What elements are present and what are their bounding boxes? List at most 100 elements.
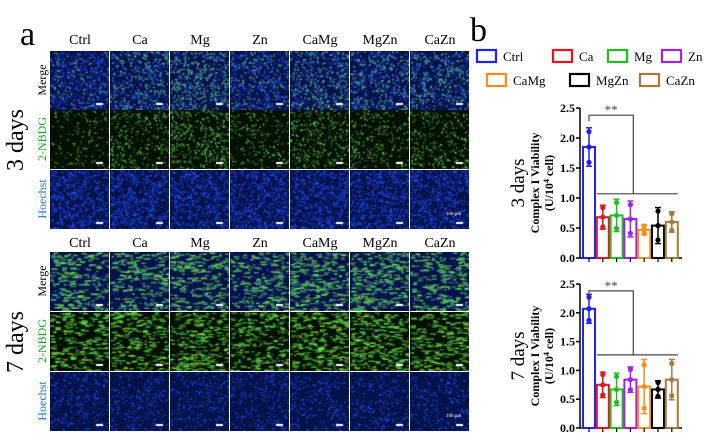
micrograph-merge-cazn — [410, 51, 469, 110]
column-label: MgZn — [362, 236, 398, 251]
micrograph-merge-mg — [170, 252, 229, 311]
data-point — [600, 392, 606, 398]
micrograph-hoechst-ca — [110, 170, 169, 229]
data-point — [600, 382, 606, 388]
data-point — [600, 372, 606, 378]
micrograph-hoechst-ctrl — [50, 170, 109, 229]
data-point — [655, 237, 661, 243]
micrograph-2-nbdg-zn — [230, 110, 289, 169]
y-tick-label: 1.5 — [560, 335, 575, 349]
micrograph-merge-zn — [230, 51, 289, 110]
micrograph-merge-camg — [290, 51, 349, 110]
micrograph-merge-cazn — [410, 252, 469, 311]
micrograph-merge-camg — [290, 252, 349, 311]
y-axis-label: Complex I Viability — [528, 133, 542, 234]
micrograph-hoechst-camg — [290, 372, 349, 431]
y-tick-label: 2.5 — [560, 101, 575, 115]
data-point — [669, 211, 675, 217]
legend-label-camg: CaMg — [513, 73, 546, 88]
scale-bar-label: 100 μm — [446, 414, 462, 419]
data-point — [655, 379, 661, 386]
column-label: Zn — [252, 33, 268, 48]
significance-bracket — [588, 114, 634, 194]
micrograph-2-nbdg-ctrl — [50, 110, 109, 169]
chart-0: 0.0 0.5 1.0 1.5 2.0 2.5 3 days Complex I Viabil… — [508, 101, 682, 265]
significance-label: ** — [605, 278, 618, 293]
panel-b-letter: b — [470, 12, 487, 49]
y-tick-label: 0.0 — [560, 421, 575, 435]
data-point — [614, 199, 620, 206]
y-axis-label: Complex I Viability — [528, 306, 542, 407]
data-point — [655, 208, 661, 214]
y-tick-label: 1.0 — [560, 191, 575, 205]
y-axis-unit-part: cell) — [542, 328, 556, 352]
data-point — [655, 223, 661, 229]
data-point — [669, 360, 675, 367]
legend-label-cazn: CaZn — [666, 73, 695, 88]
data-point — [586, 129, 592, 135]
y-axis-unit-part: 4 — [542, 179, 551, 183]
y-axis-unit: (U/104 cell) — [542, 155, 557, 211]
scale-bar-label: 100 μm — [446, 212, 462, 217]
data-point — [600, 205, 606, 211]
chart-title: 3 days — [508, 158, 529, 207]
data-point — [627, 366, 634, 373]
data-point — [614, 399, 620, 405]
data-point — [600, 214, 606, 220]
data-point — [586, 306, 592, 312]
data-point — [627, 387, 634, 393]
data-point — [669, 377, 675, 383]
micrograph-hoechst-zn — [230, 372, 289, 431]
legend-swatch-ctrl — [475, 48, 498, 64]
legend-swatch-zn — [660, 48, 683, 64]
y-tick-label: 2.5 — [560, 277, 575, 291]
data-point — [586, 294, 592, 300]
micrograph-hoechst-mgzn — [350, 372, 409, 431]
chart-1: 0.0 0.5 1.0 1.5 2.0 2.5 7 days Complex I Viabil… — [508, 277, 682, 435]
micrograph-hoechst-mg — [170, 170, 229, 229]
data-point — [614, 373, 620, 380]
data-point — [586, 317, 592, 323]
micrograph-hoechst-cazn — [410, 372, 469, 431]
y-tick-label: 2.0 — [560, 131, 575, 145]
data-point — [641, 362, 647, 368]
data-point — [641, 223, 647, 229]
data-point — [614, 212, 620, 218]
column-label: Ca — [132, 236, 148, 251]
micrograph-merge-ca — [110, 252, 169, 311]
data-point — [641, 383, 647, 390]
micrograph-merge-zn — [230, 252, 289, 311]
y-tick-label: 2.0 — [560, 306, 575, 320]
legend-label-ctrl: Ctrl — [503, 49, 524, 64]
data-point — [669, 227, 675, 233]
chart-title: 7 days — [508, 331, 529, 380]
micrograph-2-nbdg-zn — [230, 312, 289, 371]
column-label: Zn — [252, 236, 268, 251]
data-point — [641, 227, 647, 233]
micrograph-merge-mg — [170, 51, 229, 110]
column-label: Ctrl — [69, 236, 91, 251]
data-point — [641, 231, 647, 237]
micrograph-2-nbdg-mgzn — [350, 312, 409, 371]
legend-swatch-cazn — [638, 72, 661, 88]
micrograph-hoechst-zn — [230, 170, 289, 229]
micrograph-hoechst-mg — [170, 372, 229, 431]
micrograph-merge-mgzn — [350, 252, 409, 311]
significance-label: ** — [605, 102, 618, 117]
micrograph-2-nbdg-ca — [110, 312, 169, 371]
micrograph-2-nbdg-cazn — [410, 110, 469, 169]
micrograph-2-nbdg-mg — [170, 110, 229, 169]
y-tick-label: 0.5 — [560, 392, 575, 406]
data-point — [655, 386, 661, 393]
y-axis-unit-part: (U/10 — [542, 356, 556, 384]
data-point — [627, 230, 634, 236]
data-point — [600, 224, 606, 230]
data-point — [586, 159, 592, 165]
panel-a-letter: a — [20, 16, 36, 53]
legend-swatch-mgzn — [568, 72, 591, 88]
legend-label-mgzn: MgZn — [596, 73, 629, 88]
bar-ctrl — [582, 307, 596, 430]
data-point — [627, 377, 634, 383]
column-label: CaMg — [302, 33, 338, 48]
